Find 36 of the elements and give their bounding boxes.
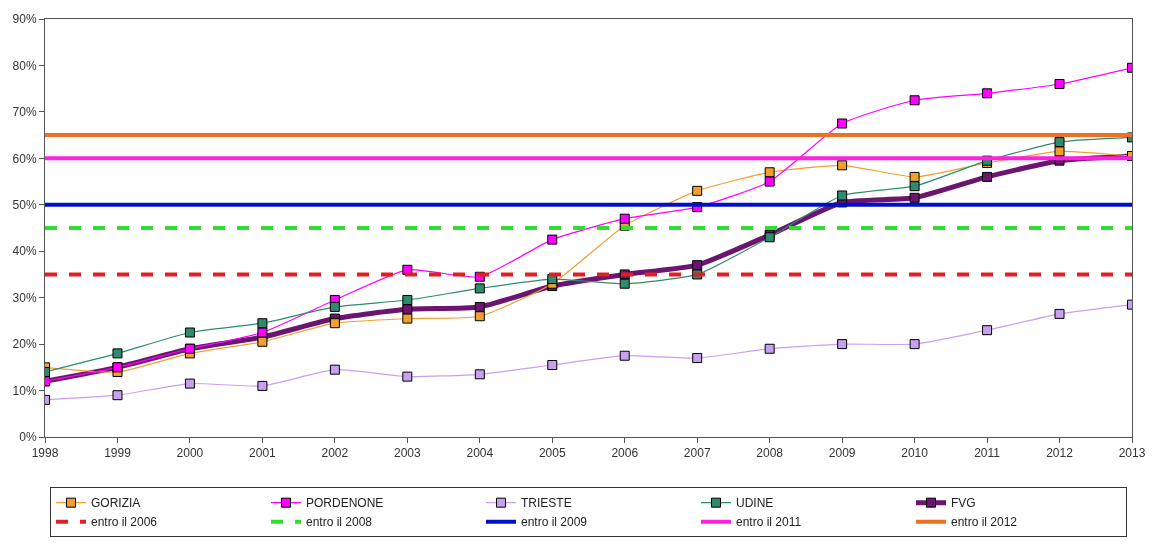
legend-label: PORDENONE	[306, 496, 384, 511]
x-tick-label: 2008	[756, 446, 784, 461]
y-tick-label: 50%	[12, 197, 37, 212]
x-tick-label: 2007	[683, 446, 711, 461]
x-tick-label: 1999	[104, 446, 132, 461]
x-tick-label: 2005	[538, 446, 566, 461]
x-tick-label: 2003	[393, 446, 421, 461]
y-tick-label: 20%	[12, 337, 37, 352]
x-tick-label: 2006	[611, 446, 639, 461]
legend-label: entro il 2006	[91, 515, 158, 530]
legend-label: entro il 2009	[521, 515, 588, 530]
y-tick-label: 0%	[19, 430, 37, 445]
x-tick-label: 2012	[1046, 446, 1074, 461]
y-tick-label: 60%	[12, 151, 37, 166]
legend-label: entro il 2008	[306, 515, 373, 530]
x-tick-label: 2011	[974, 446, 1001, 461]
x-tick-label: 2000	[176, 446, 204, 461]
x-tick-label: 2009	[828, 446, 856, 461]
x-tick-label: 2002	[321, 446, 349, 461]
y-tick-label: 10%	[12, 383, 37, 398]
legend-label: entro il 2012	[951, 515, 1018, 530]
legend-label: FVG	[951, 496, 976, 511]
y-tick-label: 30%	[12, 290, 37, 305]
y-tick-label: 80%	[12, 58, 37, 73]
legend-label: TRIESTE	[521, 496, 572, 511]
legend-label: GORIZIA	[91, 496, 141, 511]
x-tick-label: 2004	[466, 446, 494, 461]
x-tick-label: 1998	[31, 446, 59, 461]
x-tick-label: 2013	[1118, 446, 1146, 461]
legend-label: entro il 2011	[736, 515, 802, 530]
y-tick-label: 40%	[12, 244, 37, 259]
y-tick-label: 90%	[12, 12, 37, 27]
legend-label: UDINE	[736, 496, 774, 511]
x-tick-label: 2010	[901, 446, 929, 461]
x-tick-label: 2001	[249, 446, 277, 461]
y-tick-label: 70%	[12, 105, 37, 120]
